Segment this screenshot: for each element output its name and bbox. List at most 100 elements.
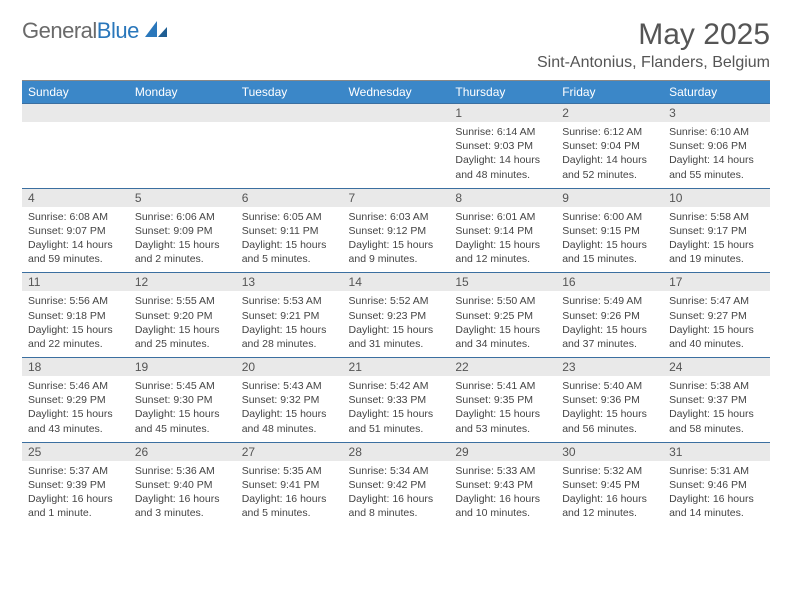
sunrise-line: Sunrise: 5:56 AM xyxy=(28,294,123,308)
day-cell: Sunrise: 5:55 AMSunset: 9:20 PMDaylight:… xyxy=(129,291,236,357)
sunset-value: 9:45 PM xyxy=(601,479,640,491)
daylight-line: Daylight: 16 hours and 10 minutes. xyxy=(455,492,550,520)
sunrise-line: Sunrise: 6:03 AM xyxy=(349,210,444,224)
day-cell: Sunrise: 5:38 AMSunset: 9:37 PMDaylight:… xyxy=(663,376,770,442)
info-row: Sunrise: 6:14 AMSunset: 9:03 PMDaylight:… xyxy=(22,122,770,188)
day-number: 16 xyxy=(556,273,663,292)
sunrise-value: 5:37 AM xyxy=(69,465,108,477)
sunset-value: 9:43 PM xyxy=(494,479,533,491)
sunset-value: 9:32 PM xyxy=(280,394,319,406)
sunset-line: Sunset: 9:26 PM xyxy=(562,309,657,323)
daylight-line: Daylight: 15 hours and 56 minutes. xyxy=(562,407,657,435)
sunrise-line: Sunrise: 5:38 AM xyxy=(669,379,764,393)
sunset-line: Sunset: 9:32 PM xyxy=(242,393,337,407)
daylight-value: 16 hours and 14 minutes. xyxy=(669,493,754,519)
daynum-row: 25262728293031 xyxy=(22,442,770,461)
daylight-value: 15 hours and 45 minutes. xyxy=(135,408,220,434)
day-number: 22 xyxy=(449,358,556,377)
sunrise-value: 6:00 AM xyxy=(604,211,643,223)
sunrise-value: 5:53 AM xyxy=(283,295,322,307)
sunrise-value: 5:41 AM xyxy=(497,380,536,392)
sunrise-value: 5:50 AM xyxy=(497,295,536,307)
daylight-value: 15 hours and 2 minutes. xyxy=(135,239,220,265)
daylight-line: Daylight: 15 hours and 53 minutes. xyxy=(455,407,550,435)
header: GeneralBlue May 2025 Sint-Antonius, Flan… xyxy=(22,18,770,72)
day-cell: Sunrise: 5:47 AMSunset: 9:27 PMDaylight:… xyxy=(663,291,770,357)
day-cell: Sunrise: 5:52 AMSunset: 9:23 PMDaylight:… xyxy=(343,291,450,357)
daylight-line: Daylight: 15 hours and 43 minutes. xyxy=(28,407,123,435)
daylight-value: 15 hours and 51 minutes. xyxy=(349,408,434,434)
daylight-line: Daylight: 14 hours and 59 minutes. xyxy=(28,238,123,266)
daylight-line: Daylight: 16 hours and 3 minutes. xyxy=(135,492,230,520)
dow-header: Sunday xyxy=(22,81,129,104)
sunset-line: Sunset: 9:41 PM xyxy=(242,478,337,492)
day-number xyxy=(236,104,343,123)
sunrise-value: 5:56 AM xyxy=(69,295,108,307)
sunrise-line: Sunrise: 5:35 AM xyxy=(242,464,337,478)
sunset-line: Sunset: 9:27 PM xyxy=(669,309,764,323)
sunset-value: 9:18 PM xyxy=(67,310,106,322)
sunrise-line: Sunrise: 6:06 AM xyxy=(135,210,230,224)
daylight-line: Daylight: 15 hours and 12 minutes. xyxy=(455,238,550,266)
daylight-value: 16 hours and 12 minutes. xyxy=(562,493,647,519)
day-cell xyxy=(129,122,236,188)
day-cell: Sunrise: 5:43 AMSunset: 9:32 PMDaylight:… xyxy=(236,376,343,442)
sunset-value: 9:15 PM xyxy=(601,225,640,237)
sunrise-value: 5:43 AM xyxy=(283,380,322,392)
sunset-value: 9:11 PM xyxy=(280,225,318,237)
dow-row: SundayMondayTuesdayWednesdayThursdayFrid… xyxy=(22,81,770,104)
dow-header: Thursday xyxy=(449,81,556,104)
day-cell: Sunrise: 6:06 AMSunset: 9:09 PMDaylight:… xyxy=(129,207,236,273)
daylight-line: Daylight: 15 hours and 31 minutes. xyxy=(349,323,444,351)
day-number: 12 xyxy=(129,273,236,292)
sunset-line: Sunset: 9:45 PM xyxy=(562,478,657,492)
sunrise-value: 6:14 AM xyxy=(497,126,536,138)
sunset-line: Sunset: 9:12 PM xyxy=(349,224,444,238)
daylight-value: 15 hours and 48 minutes. xyxy=(242,408,327,434)
sunrise-value: 5:31 AM xyxy=(711,465,750,477)
day-number: 14 xyxy=(343,273,450,292)
day-number: 26 xyxy=(129,442,236,461)
sunrise-line: Sunrise: 5:49 AM xyxy=(562,294,657,308)
sunset-line: Sunset: 9:17 PM xyxy=(669,224,764,238)
day-number: 24 xyxy=(663,358,770,377)
daylight-line: Daylight: 15 hours and 2 minutes. xyxy=(135,238,230,266)
daylight-value: 15 hours and 28 minutes. xyxy=(242,324,327,350)
sunrise-line: Sunrise: 5:55 AM xyxy=(135,294,230,308)
daylight-line: Daylight: 16 hours and 14 minutes. xyxy=(669,492,764,520)
sunset-line: Sunset: 9:35 PM xyxy=(455,393,550,407)
sunset-value: 9:41 PM xyxy=(280,479,319,491)
sunset-value: 9:29 PM xyxy=(67,394,106,406)
day-cell: Sunrise: 5:35 AMSunset: 9:41 PMDaylight:… xyxy=(236,461,343,527)
daylight-value: 16 hours and 10 minutes. xyxy=(455,493,540,519)
daylight-value: 15 hours and 25 minutes. xyxy=(135,324,220,350)
day-number: 1 xyxy=(449,104,556,123)
sunset-line: Sunset: 9:06 PM xyxy=(669,139,764,153)
daylight-line: Daylight: 15 hours and 51 minutes. xyxy=(349,407,444,435)
daylight-value: 14 hours and 52 minutes. xyxy=(562,154,647,180)
sunset-line: Sunset: 9:33 PM xyxy=(349,393,444,407)
sunrise-line: Sunrise: 5:41 AM xyxy=(455,379,550,393)
sunset-value: 9:27 PM xyxy=(708,310,747,322)
daylight-value: 16 hours and 1 minute. xyxy=(28,493,113,519)
sail-icon xyxy=(143,19,169,44)
daylight-value: 15 hours and 53 minutes. xyxy=(455,408,540,434)
sunset-value: 9:23 PM xyxy=(387,310,426,322)
daylight-line: Daylight: 14 hours and 55 minutes. xyxy=(669,153,764,181)
sunset-value: 9:39 PM xyxy=(67,479,106,491)
logo: GeneralBlue xyxy=(22,18,169,44)
sunrise-line: Sunrise: 5:53 AM xyxy=(242,294,337,308)
info-row: Sunrise: 6:08 AMSunset: 9:07 PMDaylight:… xyxy=(22,207,770,273)
daynum-row: 18192021222324 xyxy=(22,358,770,377)
daylight-line: Daylight: 14 hours and 52 minutes. xyxy=(562,153,657,181)
sunrise-line: Sunrise: 5:36 AM xyxy=(135,464,230,478)
sunrise-value: 5:42 AM xyxy=(390,380,429,392)
day-cell: Sunrise: 5:53 AMSunset: 9:21 PMDaylight:… xyxy=(236,291,343,357)
dow-header: Friday xyxy=(556,81,663,104)
daylight-line: Daylight: 15 hours and 37 minutes. xyxy=(562,323,657,351)
day-number: 17 xyxy=(663,273,770,292)
daylight-value: 15 hours and 15 minutes. xyxy=(562,239,647,265)
daylight-line: Daylight: 16 hours and 12 minutes. xyxy=(562,492,657,520)
daylight-line: Daylight: 15 hours and 19 minutes. xyxy=(669,238,764,266)
daylight-line: Daylight: 16 hours and 1 minute. xyxy=(28,492,123,520)
